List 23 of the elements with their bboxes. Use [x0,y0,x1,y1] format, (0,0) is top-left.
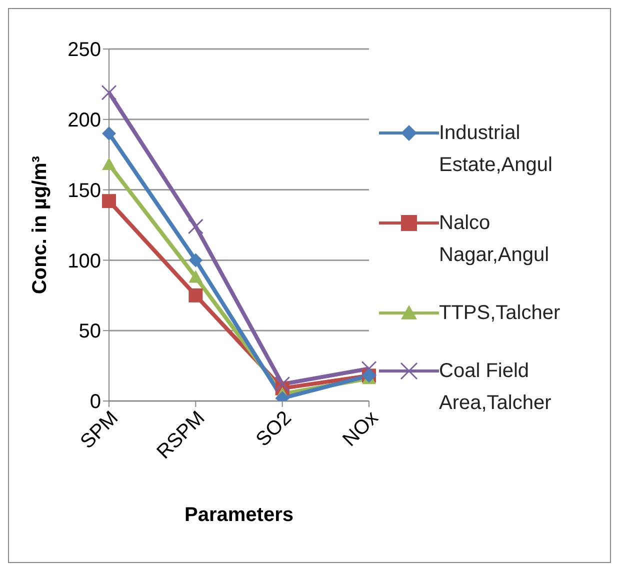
y-tick-label: 0 [90,391,101,414]
legend-label: Nalco Nagar,Angul [439,211,550,268]
point [101,84,117,100]
y-tick-label: 250 [68,39,101,62]
point [188,218,204,234]
point [102,194,116,208]
point [102,126,116,140]
x-axis-title: Parameters [184,504,294,526]
x-tick-label: SO2 [252,407,296,451]
point [188,253,203,268]
y-tick-label: 150 [68,180,101,202]
legend-label: Industrial Estate,Angul [439,121,554,178]
point [102,157,116,170]
point [188,288,203,302]
legend-label: TTPS,Talcher [439,301,562,326]
legend-label: Coal Field Area,Talcher [439,359,552,416]
y-tick-label: 200 [68,110,101,132]
point [188,270,203,283]
y-tick-label: 50 [78,320,101,343]
y-tick-label: 100 [68,250,101,272]
point [274,376,290,392]
point [361,360,377,376]
y-axis-title: Conc. in µg/m³ [29,156,52,294]
